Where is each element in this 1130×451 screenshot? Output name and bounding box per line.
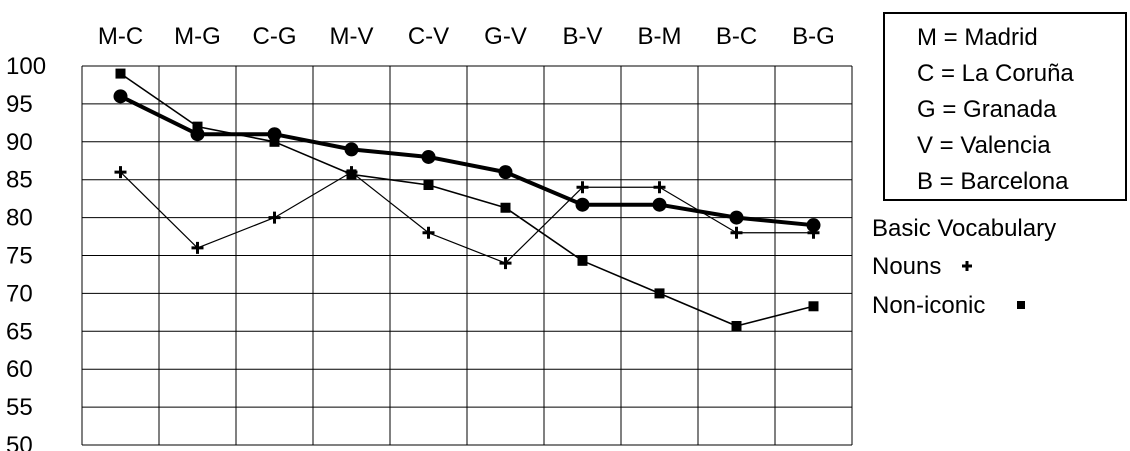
x-tick-label-C-G: C-G (253, 23, 297, 50)
x-tick-label-B-V: B-V (562, 23, 602, 50)
y-tick-label-95: 95 (6, 91, 33, 118)
point-circle-M-C (113, 89, 128, 104)
x-tick-label-M-C: M-C (98, 23, 143, 50)
abbreviation-key: M = Madrid C = La Coruña G = Granada V = Va… (883, 12, 1127, 201)
x-tick-label-G-V: G-V (484, 23, 527, 50)
point-square-M-V (346, 169, 357, 180)
legend-label-circle: Basic Vocabulary (872, 215, 1056, 242)
legend-label-square: Non-iconic (872, 292, 985, 319)
point-plus-B-M (653, 181, 666, 194)
point-circle-C-V (421, 149, 436, 164)
point-plus-M-G (191, 241, 204, 254)
point-square-C-V (423, 180, 434, 191)
point-circle-M-V (344, 142, 359, 157)
series-line-square (120, 72, 814, 327)
y-tick-label-60: 60 (6, 356, 33, 383)
point-plus-B-V (576, 181, 589, 194)
series-group (113, 68, 821, 331)
point-plus-C-V (422, 226, 435, 239)
y-tick-label-50: 50 (6, 432, 33, 451)
key-entry-3: V = Valencia (917, 132, 1051, 159)
y-tick-label-65: 65 (6, 318, 33, 345)
point-plus-M-C (114, 166, 127, 179)
key-entry-4: B = Barcelona (917, 168, 1069, 195)
point-square-B-M (654, 288, 665, 299)
key-entry-2: G = Granada (917, 96, 1057, 123)
series-line-plus (120, 171, 814, 264)
point-circle-G-V (498, 165, 513, 180)
legend: Basic Vocabulary Nouns Non-iconic (872, 215, 1056, 319)
x-tick-label-B-C: B-C (716, 23, 757, 50)
y-tick-label-55: 55 (6, 394, 33, 421)
point-square-G-V (500, 202, 511, 213)
point-square-M-C (115, 68, 126, 79)
x-tick-label-C-V: C-V (408, 23, 449, 50)
point-plus-G-V (499, 257, 512, 270)
point-square-B-V (577, 255, 588, 266)
grid (81, 65, 853, 446)
legend-marker-plus (962, 261, 972, 271)
series-square (115, 68, 819, 331)
y-tick-label-80: 80 (6, 205, 33, 232)
x-tick-label-M-V: M-V (330, 23, 374, 50)
legend-marker-square (1017, 301, 1025, 309)
point-plus-B-C (730, 226, 743, 239)
y-tick-label-90: 90 (6, 129, 33, 156)
y-tick-label-75: 75 (6, 243, 33, 270)
key-entry-0: M = Madrid (917, 24, 1038, 51)
series-circle (113, 89, 821, 233)
point-circle-B-G (806, 218, 821, 233)
point-square-M-G (192, 121, 203, 132)
x-tick-label-B-M: B-M (638, 23, 682, 50)
key-box (883, 12, 1127, 201)
key-entry-1: C = La Coruña (917, 60, 1074, 87)
point-circle-B-M (652, 197, 667, 212)
y-tick-label-70: 70 (6, 280, 33, 307)
point-square-B-G (808, 301, 819, 312)
x-tick-label-B-G: B-G (792, 23, 835, 50)
y-tick-label-100: 100 (6, 53, 46, 80)
point-plus-C-G (268, 211, 281, 224)
point-circle-B-C (729, 210, 744, 225)
x-tick-label-M-G: M-G (174, 23, 221, 50)
point-square-C-G (269, 136, 280, 147)
legend-label-plus: Nouns (872, 253, 941, 280)
y-tick-label-85: 85 (6, 167, 33, 194)
x-axis-tick-labels: M-C M-G C-G M-V C-V G-V B-V B-M B-C B-G (98, 23, 835, 50)
point-circle-B-V (575, 197, 590, 212)
point-square-B-C (731, 320, 742, 331)
point-plus-B-G (807, 226, 820, 239)
y-axis-tick-labels: 100 95 90 85 80 75 70 65 60 55 50 (6, 53, 46, 451)
